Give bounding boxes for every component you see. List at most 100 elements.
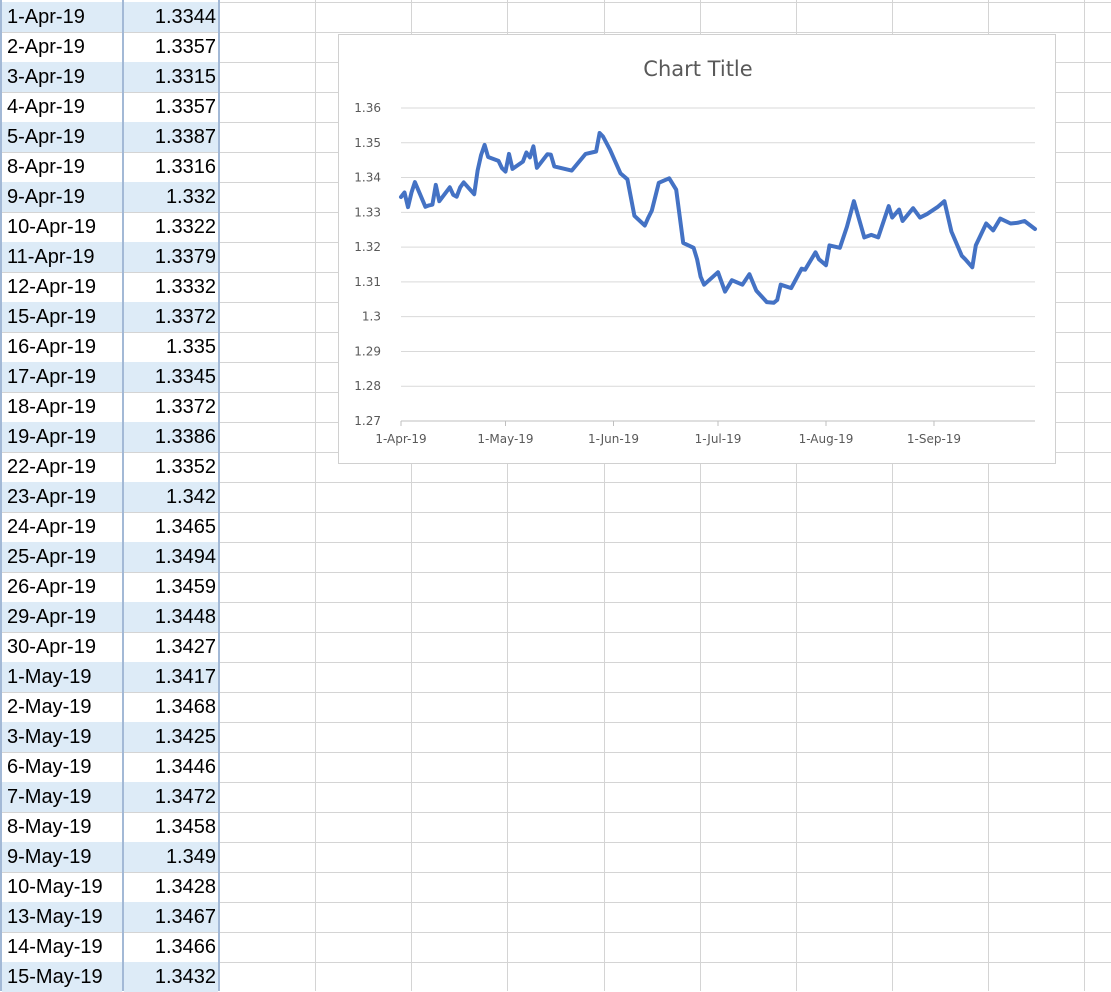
data-point (682, 242, 684, 244)
date-cell[interactable]: 8-May-19 (7, 816, 92, 838)
date-cell[interactable]: 17-Apr-19 (2, 362, 122, 392)
value-cell[interactable]: 1.3345 (124, 362, 218, 392)
date-cell[interactable]: 12-Apr-19 (7, 276, 96, 298)
y-tick-label: 1.3 (362, 310, 381, 324)
data-point (609, 148, 611, 151)
x-tick-label: 1-Sep-19 (907, 432, 961, 446)
value-cell[interactable]: 1.3465 (154, 516, 216, 538)
value-cell[interactable]: 1.3432 (124, 962, 218, 992)
date-cell[interactable]: 13-May-19 (2, 902, 122, 932)
value-cell[interactable]: 1.3379 (124, 242, 218, 272)
date-cell[interactable]: 8-Apr-19 (7, 156, 85, 178)
date-cell[interactable]: 29-Apr-19 (2, 602, 122, 632)
y-tick-label: 1.33 (354, 205, 381, 219)
date-cell[interactable]: 4-Apr-19 (7, 96, 85, 118)
value-cell[interactable]: 1.3372 (154, 396, 216, 418)
value-cell[interactable]: 1.335 (165, 336, 216, 358)
value-cell[interactable]: 1.3494 (124, 542, 218, 572)
data-point (863, 236, 866, 239)
data-point (814, 251, 817, 254)
value-cell[interactable]: 1.3372 (124, 302, 218, 332)
date-cell[interactable]: 23-Apr-19 (2, 482, 122, 512)
range-border (122, 0, 124, 991)
data-point (699, 275, 702, 278)
date-cell[interactable]: 24-Apr-19 (7, 516, 96, 538)
date-cell[interactable]: 7-May-19 (2, 782, 122, 812)
value-cell[interactable]: 1.3357 (154, 36, 216, 58)
value-cell[interactable]: 1.3446 (154, 756, 216, 778)
value-cell[interactable]: 1.3417 (124, 662, 218, 692)
value-cell[interactable]: 1.3459 (154, 576, 216, 598)
data-point (1034, 228, 1036, 230)
date-cell[interactable]: 5-Apr-19 (2, 122, 122, 152)
date-cell[interactable]: 16-Apr-19 (7, 336, 96, 358)
date-cell[interactable]: 9-May-19 (2, 842, 122, 872)
range-border (0, 0, 2, 991)
data-point (431, 203, 434, 206)
data-point (400, 196, 402, 198)
date-cell[interactable]: 2-Apr-19 (7, 36, 85, 58)
data-point (459, 186, 461, 189)
value-cell[interactable]: 1.3467 (124, 902, 218, 932)
value-cell[interactable]: 1.342 (124, 482, 218, 512)
value-cell[interactable]: 1.3472 (124, 782, 218, 812)
data-point (999, 217, 1001, 220)
date-cell[interactable]: 22-Apr-19 (7, 456, 96, 478)
value-cell[interactable]: 1.3332 (154, 276, 216, 298)
date-cell[interactable]: 19-Apr-19 (2, 422, 122, 452)
data-point (476, 169, 479, 172)
date-cell[interactable]: 30-Apr-19 (7, 636, 96, 658)
data-point (546, 153, 549, 156)
date-cell[interactable]: 6-May-19 (7, 756, 92, 778)
series-line[interactable] (399, 131, 1037, 305)
data-point (703, 283, 705, 286)
value-cell[interactable]: 1.3428 (154, 876, 216, 898)
date-cell[interactable]: 9-Apr-19 (2, 182, 122, 212)
value-cell[interactable]: 1.3468 (154, 696, 216, 718)
date-cell[interactable]: 2-May-19 (7, 696, 92, 718)
data-point (487, 156, 489, 158)
date-cell[interactable]: 25-Apr-19 (2, 542, 122, 572)
x-tick-label: 1-Apr-19 (375, 432, 426, 446)
date-cell[interactable]: 1-Apr-19 (2, 2, 122, 32)
value-cell[interactable]: 1.3387 (124, 122, 218, 152)
date-cell[interactable]: 3-Apr-19 (2, 62, 122, 92)
data-point (818, 258, 820, 261)
value-cell[interactable]: 1.3344 (124, 2, 218, 32)
date-cell[interactable]: 18-Apr-19 (7, 396, 96, 418)
value-cell[interactable]: 1.3466 (154, 936, 216, 958)
value-cell[interactable]: 1.3322 (154, 216, 216, 238)
value-cell[interactable]: 1.3448 (124, 602, 218, 632)
data-point (800, 267, 803, 270)
data-point (529, 156, 531, 159)
date-cell[interactable]: 10-May-19 (7, 876, 103, 898)
y-tick-label: 1.32 (354, 240, 381, 254)
value-cell[interactable]: 1.3427 (154, 636, 216, 658)
data-point (964, 258, 967, 261)
date-cell[interactable]: 10-Apr-19 (7, 216, 96, 238)
x-tick-label: 1-Aug-19 (799, 432, 854, 446)
value-cell[interactable]: 1.3357 (154, 96, 216, 118)
date-cell[interactable]: 14-May-19 (7, 936, 103, 958)
date-cell[interactable]: 3-May-19 (2, 722, 122, 752)
value-cell[interactable]: 1.332 (124, 182, 218, 212)
data-point (975, 244, 977, 247)
data-point (570, 169, 573, 172)
line-chart[interactable]: Chart Title 1.27 1.28 1.29 1.3 1.31 1.32 1.33 1.… (338, 34, 1056, 464)
value-cell[interactable]: 1.3352 (154, 456, 216, 478)
value-cell[interactable]: 1.3316 (154, 156, 216, 178)
data-point (936, 206, 939, 208)
value-cell[interactable]: 1.3315 (124, 62, 218, 92)
date-cell[interactable]: 15-Apr-19 (2, 302, 122, 332)
value-cell[interactable]: 1.3458 (154, 816, 216, 838)
date-cell[interactable]: 11-Apr-19 (2, 242, 122, 272)
range-border (218, 0, 220, 991)
data-point (449, 186, 451, 189)
value-cell[interactable]: 1.3386 (124, 422, 218, 452)
value-cell[interactable]: 1.349 (124, 842, 218, 872)
date-cell[interactable]: 15-May-19 (2, 962, 122, 992)
chart-title[interactable]: Chart Title (643, 57, 752, 81)
date-cell[interactable]: 26-Apr-19 (7, 576, 96, 598)
date-cell[interactable]: 1-May-19 (2, 662, 122, 692)
value-cell[interactable]: 1.3425 (124, 722, 218, 752)
